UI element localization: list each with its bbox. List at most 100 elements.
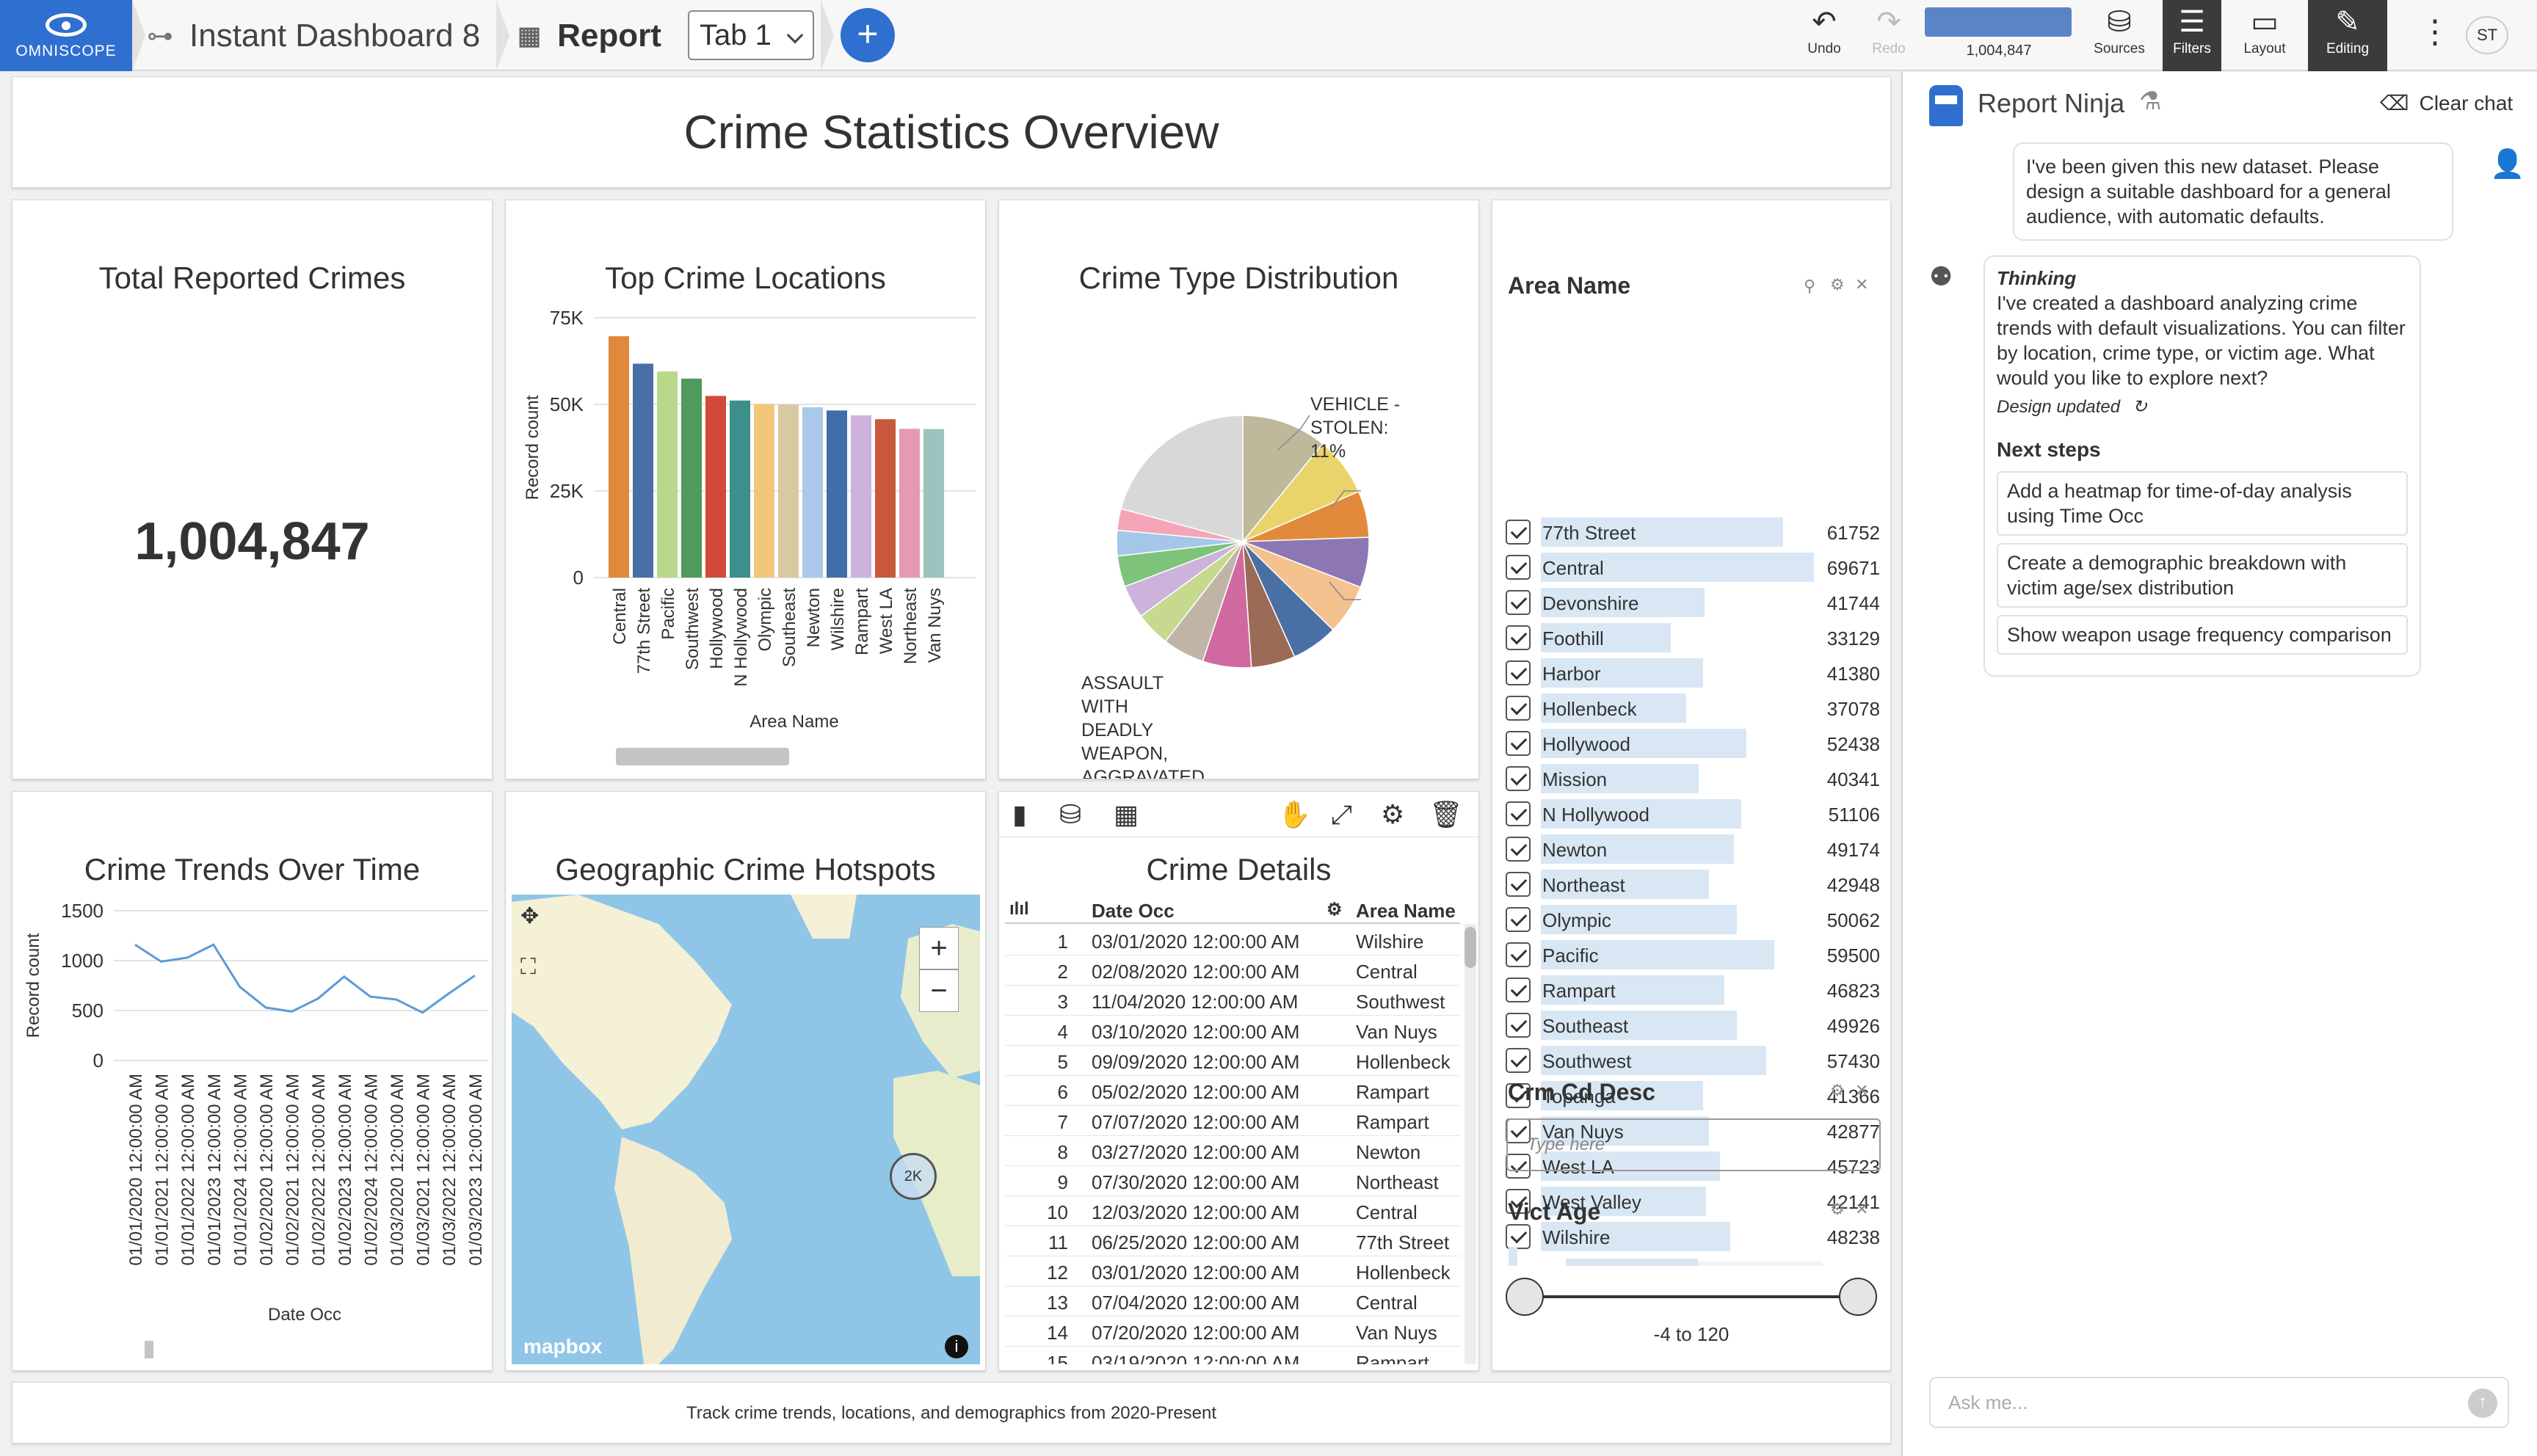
kpi-panel[interactable]: Total Reported Crimes 1,004,847 [12, 200, 493, 779]
table-row[interactable]: 12 03/01/2020 12:00:00 AM Hollenbeck [1005, 1256, 1460, 1286]
area-filter-item[interactable]: Hollenbeck 37078 [1506, 691, 1880, 726]
area-filter-item[interactable]: Olympic 50062 [1506, 902, 1880, 937]
omniscope-logo[interactable]: OMNISCOPE [0, 0, 132, 71]
zoom-in-button[interactable]: + [919, 927, 959, 969]
column-chart-icon[interactable]: ılıl [1009, 899, 1029, 919]
send-icon[interactable]: ↑ [2468, 1388, 2497, 1418]
suggestion-button[interactable]: Add a heatmap for time-of-day analysis u… [1997, 471, 2408, 536]
area-filter-item[interactable]: Rampart 46823 [1506, 972, 1880, 1008]
checkbox[interactable] [1506, 872, 1531, 897]
checkbox[interactable] [1506, 590, 1531, 615]
column-header-area[interactable]: Area Name [1356, 900, 1456, 922]
refresh-icon[interactable]: ↻ [2132, 397, 2147, 417]
checkbox[interactable] [1506, 907, 1531, 932]
more-menu-icon[interactable]: ⋮ [2419, 14, 2451, 50]
zoom-out-button[interactable]: − [919, 969, 959, 1012]
area-filter-item[interactable]: Mission 40341 [1506, 761, 1880, 796]
close-icon[interactable]: ✕ [1855, 1081, 1869, 1099]
checkbox[interactable] [1506, 520, 1531, 545]
close-icon[interactable]: ✕ [1855, 275, 1869, 294]
area-filter-item[interactable]: Pacific 59500 [1506, 937, 1880, 972]
table-row[interactable]: 2 02/08/2020 12:00:00 AM Central [1005, 956, 1460, 986]
selection-icon[interactable]: ⛶ [520, 955, 536, 979]
table-row[interactable]: 10 12/03/2020 12:00:00 AM Central [1005, 1196, 1460, 1226]
thinking-label[interactable]: Thinking [1997, 267, 2077, 289]
hand-icon[interactable]: ✋ [1278, 799, 1311, 829]
table-row[interactable]: 1 03/01/2020 12:00:00 AM Wilshire [1005, 925, 1460, 956]
redo-button[interactable]: ↷ Redo [1856, 0, 1922, 71]
tab-select[interactable]: Tab 1 [688, 10, 814, 60]
area-filter-item[interactable]: Devonshire 41744 [1506, 585, 1880, 620]
chat-input[interactable]: Ask me... [1929, 1377, 2509, 1428]
checkbox[interactable] [1506, 801, 1531, 826]
crm-filter-input[interactable]: Type here [1506, 1118, 1881, 1171]
pin-icon[interactable]: ⚲ [1804, 277, 1816, 295]
area-filter-item[interactable]: West LA 45723 [1506, 1149, 1880, 1184]
crime-details-panel[interactable]: ▮ ⛁ ▦ ✋ ⤢ ⚙ 🗑 Crime Details ılıl Date Oc… [998, 791, 1479, 1371]
mapbox-logo[interactable]: mapbox [523, 1335, 603, 1358]
table-row[interactable]: 7 07/07/2020 12:00:00 AM Rampart [1005, 1106, 1460, 1136]
close-icon[interactable]: ✕ [1855, 1200, 1869, 1218]
table-row[interactable]: 6 05/02/2020 12:00:00 AM Rampart [1005, 1076, 1460, 1106]
checkbox[interactable] [1506, 731, 1531, 756]
clear-chat-button[interactable]: ⌫ Clear chat [2380, 91, 2513, 115]
table-row[interactable]: 4 03/10/2020 12:00:00 AM Van Nuys [1005, 1016, 1460, 1046]
user-avatar[interactable]: ST [2466, 16, 2508, 54]
age-slider-track[interactable] [1522, 1295, 1858, 1298]
area-filter-item[interactable]: Topanga 41366 [1506, 1078, 1880, 1113]
checkbox[interactable] [1506, 978, 1531, 1002]
checkbox[interactable] [1506, 1224, 1531, 1249]
gear-icon[interactable]: ⚙ [1830, 1081, 1845, 1099]
trash-icon[interactable]: 🗑 [1429, 799, 1463, 829]
table-row[interactable]: 14 07/20/2020 12:00:00 AM Van Nuys [1005, 1317, 1460, 1347]
area-filter-item[interactable]: Southwest 57430 [1506, 1043, 1880, 1078]
add-view-button[interactable]: + [841, 8, 895, 62]
checkbox[interactable] [1506, 1189, 1531, 1214]
suggestion-button[interactable]: Show weapon usage frequency comparison [1997, 615, 2408, 655]
checkbox[interactable] [1506, 837, 1531, 862]
column-header-date[interactable]: Date Occ [1092, 900, 1175, 922]
age-slider-max-handle[interactable] [1839, 1278, 1877, 1316]
gear-icon[interactable]: ⚙ [1381, 799, 1405, 829]
area-filter-item[interactable]: Harbor 41380 [1506, 655, 1880, 691]
checkbox[interactable] [1506, 696, 1531, 721]
age-slider-min-handle[interactable] [1506, 1278, 1544, 1316]
table-row[interactable]: 11 06/25/2020 12:00:00 AM 77th Street [1005, 1226, 1460, 1256]
layout-button[interactable]: ▭ Layout [2232, 0, 2298, 71]
area-filter-item[interactable]: Foothill 33129 [1506, 620, 1880, 655]
checkbox[interactable] [1506, 660, 1531, 685]
database-icon[interactable]: ⛁ [1059, 799, 1082, 829]
info-icon[interactable]: i [945, 1335, 968, 1358]
table-row[interactable]: 5 09/09/2020 12:00:00 AM Hollenbeck [1005, 1046, 1460, 1076]
crime-type-panel[interactable]: Crime Type Distribution VEHICLE -STOLEN:… [998, 200, 1479, 779]
area-filter-item[interactable]: 77th Street 61752 [1506, 514, 1880, 550]
move-icon[interactable]: ✥ [520, 904, 540, 928]
trend-panel[interactable]: Crime Trends Over Time 0 500 1000 1500 Recor… [12, 791, 493, 1371]
map-canvas[interactable]: + − ✥ ⛶ 2K mapbox i [512, 895, 980, 1364]
breadcrumb-report[interactable]: ▦ Report [518, 0, 661, 71]
area-filter-item[interactable]: Newton 49174 [1506, 831, 1880, 867]
area-filter-item[interactable]: Southeast 49926 [1506, 1008, 1880, 1043]
area-filter-item[interactable]: Van Nuys 42877 [1506, 1113, 1880, 1149]
area-filter-item[interactable]: West Valley 42141 [1506, 1184, 1880, 1219]
table-scroll-thumb[interactable] [1465, 927, 1476, 968]
checkbox[interactable] [1506, 766, 1531, 791]
table-scrollbar[interactable] [1465, 924, 1476, 1364]
top-locations-panel[interactable]: Top Crime Locations 0 25K 50K 75K Record cou… [505, 200, 986, 779]
area-filter-item[interactable]: Central 69671 [1506, 550, 1880, 585]
table-row[interactable]: 8 03/27/2020 12:00:00 AM Newton [1005, 1136, 1460, 1166]
gear-icon[interactable]: ⚙ [1830, 1200, 1845, 1218]
area-filter-item[interactable]: N Hollywood 51106 [1506, 796, 1880, 831]
checkbox[interactable] [1506, 555, 1531, 580]
sources-button[interactable]: ⛁ Sources [2086, 0, 2152, 71]
map-panel[interactable]: Geographic Crime Hotspots + − ✥ ⛶ 2K map… [505, 791, 986, 1371]
bar-chart-icon[interactable]: ▮ [1012, 799, 1027, 829]
table-row[interactable]: 3 11/04/2020 12:00:00 AM Southwest [1005, 986, 1460, 1016]
filters-button[interactable]: ☰ Filters [2163, 0, 2221, 71]
table-row[interactable]: 13 07/04/2020 12:00:00 AM Central [1005, 1286, 1460, 1317]
checkbox[interactable] [1506, 1013, 1531, 1038]
table-row[interactable]: 15 03/19/2020 12:00:00 AM Rampart [1005, 1347, 1460, 1364]
area-filter-item[interactable]: Wilshire 48238 [1506, 1219, 1880, 1254]
checkbox[interactable] [1506, 625, 1531, 650]
table-icon[interactable]: ▦ [1114, 799, 1139, 829]
